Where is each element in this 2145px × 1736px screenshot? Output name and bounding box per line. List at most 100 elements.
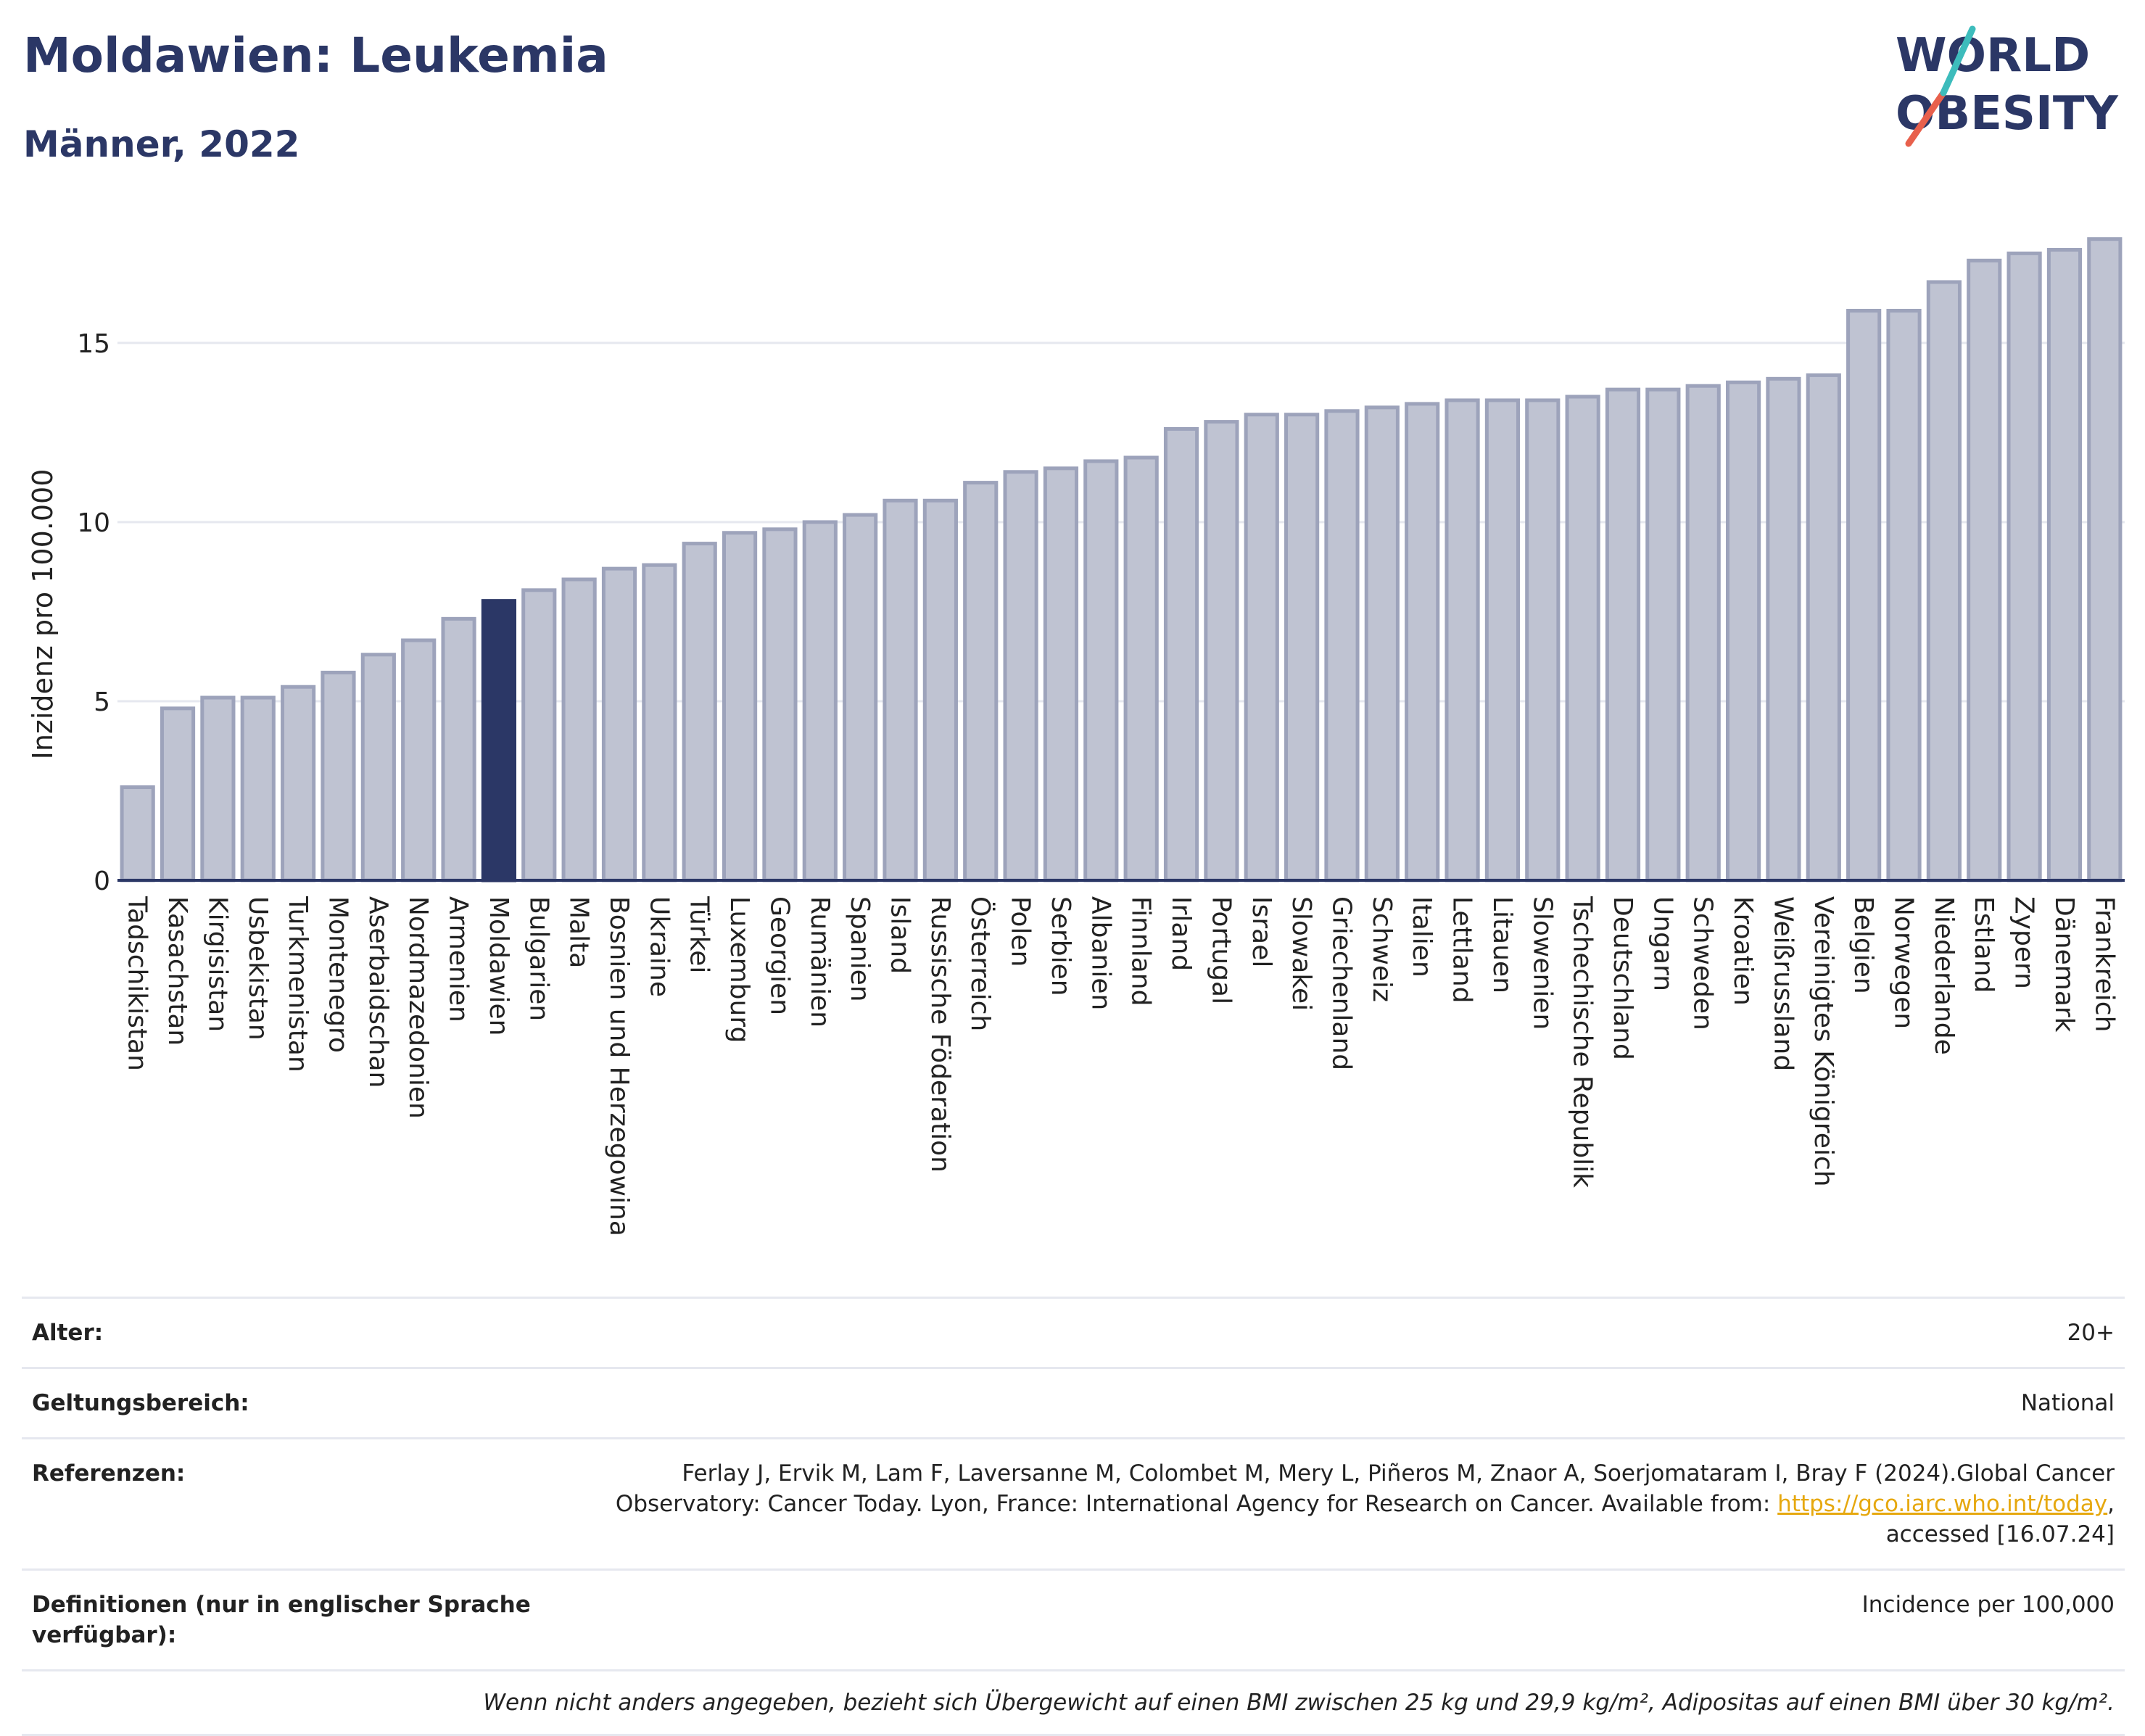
bar-finnland[interactable] bbox=[1123, 455, 1159, 883]
x-tick-label: Spanien bbox=[845, 896, 875, 1002]
references-text: Ferlay J, Ervik M, Lam F, Laversanne M, … bbox=[615, 1460, 2115, 1517]
bar-aserbaidschan[interactable] bbox=[360, 653, 396, 883]
bar-armenien[interactable] bbox=[441, 616, 476, 883]
x-tick-label: Russische Föderation bbox=[925, 896, 955, 1173]
bar-griechenland[interactable] bbox=[1324, 409, 1360, 883]
x-tick-label: Usbekistan bbox=[243, 896, 273, 1041]
x-tick-label: Italien bbox=[1407, 896, 1437, 977]
bar-spanien[interactable] bbox=[843, 513, 878, 883]
x-tick-label: Litauen bbox=[1487, 896, 1517, 993]
bar-ukraine[interactable] bbox=[642, 563, 677, 883]
x-tick-label: Tadschikistan bbox=[123, 896, 152, 1071]
references-link[interactable]: https://gco.iarc.who.int/today bbox=[1777, 1491, 2108, 1517]
bar-montenegro[interactable] bbox=[321, 670, 356, 883]
bar-italien[interactable] bbox=[1405, 402, 1440, 883]
x-tick-label: Israel bbox=[1247, 896, 1276, 967]
bar-belgien[interactable] bbox=[1846, 308, 1882, 883]
x-tick-label: Weißrussland bbox=[1768, 896, 1798, 1071]
bar-turkmenistan[interactable] bbox=[281, 685, 316, 883]
bar-usbekistan[interactable] bbox=[240, 695, 276, 883]
info-row-references: Referenzen: Ferlay J, Ervik M, Lam F, La… bbox=[22, 1437, 2125, 1568]
definitions-value: Incidence per 100,000 bbox=[1861, 1592, 2115, 1618]
bar-tschechische-republik[interactable] bbox=[1565, 394, 1600, 883]
x-tick-label: Nordmazedonien bbox=[403, 896, 433, 1119]
x-tick-label: Turkmenistan bbox=[283, 896, 313, 1072]
x-tick-label: Deutschland bbox=[1608, 896, 1637, 1060]
x-tick-label: Slowakei bbox=[1286, 896, 1316, 1011]
bar-türkei[interactable] bbox=[682, 542, 717, 883]
x-tick-label: Georgien bbox=[764, 896, 794, 1015]
bar-dänemark[interactable] bbox=[2046, 247, 2083, 883]
x-tick-label: Kirgisistan bbox=[202, 896, 232, 1032]
bar-israel[interactable] bbox=[1244, 413, 1279, 883]
bar-irland[interactable] bbox=[1163, 426, 1199, 883]
bar-norwegen[interactable] bbox=[1886, 308, 1922, 883]
x-tick-label: Norwegen bbox=[1889, 896, 1919, 1029]
bar-chart: 0 5 10 15 Inzidenz pro 100.000 Tadschikistan K… bbox=[27, 237, 2125, 1236]
x-tick-label: Niederlande bbox=[1929, 896, 1959, 1055]
bar-niederlande[interactable] bbox=[1926, 280, 1962, 883]
bar-malta[interactable] bbox=[561, 577, 597, 883]
bar-rumänien[interactable] bbox=[802, 520, 838, 883]
bar-kasachstan[interactable] bbox=[160, 706, 196, 883]
bar-russische-föderation[interactable] bbox=[922, 498, 958, 883]
bar-bulgarien[interactable] bbox=[521, 588, 557, 883]
x-tick-label: Bosnien und Herzegowina bbox=[604, 896, 634, 1236]
x-tick-label: Kasachstan bbox=[162, 896, 192, 1046]
chart-subtitle: Männer, 2022 bbox=[23, 123, 300, 165]
y-axis-label: Inzidenz pro 100.000 bbox=[27, 469, 59, 760]
bar-lettland[interactable] bbox=[1445, 398, 1480, 883]
references-value: Ferlay J, Ervik M, Lam F, Laversanne M, … bbox=[555, 1458, 2115, 1550]
bar-deutschland[interactable] bbox=[1605, 387, 1641, 883]
bar-portugal[interactable] bbox=[1204, 420, 1239, 883]
bar-schweden[interactable] bbox=[1685, 384, 1721, 883]
bar-slowakei[interactable] bbox=[1284, 413, 1320, 883]
x-tick-label: Ungarn bbox=[1648, 896, 1677, 991]
bar-schweiz[interactable] bbox=[1364, 405, 1400, 883]
x-tick-label: Island bbox=[885, 896, 915, 974]
x-tick-label: Kroatien bbox=[1728, 896, 1758, 1006]
x-tick-label: Portugal bbox=[1206, 896, 1236, 1004]
bar-moldawien[interactable] bbox=[481, 599, 517, 883]
logo-slash-teal bbox=[1940, 25, 1976, 96]
y-tick-label: 5 bbox=[94, 687, 110, 717]
bar-litauen[interactable] bbox=[1484, 398, 1521, 883]
x-tick-label: Dänemark bbox=[2049, 896, 2079, 1033]
bar-albanien[interactable] bbox=[1083, 459, 1119, 883]
age-value: 20+ bbox=[2067, 1320, 2115, 1346]
bar-polen[interactable] bbox=[1003, 470, 1038, 883]
y-tick-label: 0 bbox=[94, 867, 110, 896]
bar-luxemburg[interactable] bbox=[722, 531, 758, 883]
bar-kirgisistan[interactable] bbox=[200, 695, 236, 883]
info-row-definitions: Definitionen (nur in englischer Sprache … bbox=[22, 1568, 2125, 1669]
bar-nordmazedonien[interactable] bbox=[401, 638, 437, 883]
x-tick-label: Rumänien bbox=[805, 896, 835, 1028]
bar-estland[interactable] bbox=[1967, 258, 2002, 883]
bar-serbien[interactable] bbox=[1043, 466, 1079, 883]
bar-zypern[interactable] bbox=[2006, 251, 2042, 883]
bar-österreich[interactable] bbox=[963, 481, 999, 883]
x-tick-label: Polen bbox=[1006, 896, 1036, 967]
bar-island[interactable] bbox=[883, 498, 918, 883]
definitions-label: Definitionen (nur in englischer Sprache … bbox=[32, 1592, 531, 1648]
bar-georgien[interactable] bbox=[762, 527, 798, 883]
x-tick-label: Lettland bbox=[1447, 896, 1477, 1004]
bar-weißrussland[interactable] bbox=[1766, 376, 1801, 883]
bar-slowenien[interactable] bbox=[1525, 398, 1561, 883]
x-tick-label: Türkei bbox=[685, 896, 714, 973]
bar-vereinigtes-königreich[interactable] bbox=[1806, 373, 1841, 883]
bar-ungarn[interactable] bbox=[1645, 387, 1681, 883]
x-tick-label: Montenegro bbox=[323, 896, 352, 1053]
bar-kroatien[interactable] bbox=[1725, 380, 1761, 883]
x-tick-label: Malta bbox=[564, 896, 594, 968]
x-tick-label: Vereinigtes Königreich bbox=[1809, 896, 1838, 1187]
x-tick-label: Estland bbox=[1969, 896, 1999, 993]
bar-frankreich[interactable] bbox=[2087, 237, 2123, 883]
references-label: Referenzen: bbox=[32, 1460, 186, 1487]
bar-bosnien-und-herzegowina[interactable] bbox=[601, 566, 637, 883]
bar-tadschikistan[interactable] bbox=[120, 785, 155, 883]
info-row-scope: Geltungsbereich: National bbox=[22, 1367, 2125, 1437]
x-tick-label: Luxemburg bbox=[724, 896, 754, 1043]
x-tick-label: Finnland bbox=[1126, 896, 1156, 1006]
logo-slash-red bbox=[1905, 89, 1947, 147]
